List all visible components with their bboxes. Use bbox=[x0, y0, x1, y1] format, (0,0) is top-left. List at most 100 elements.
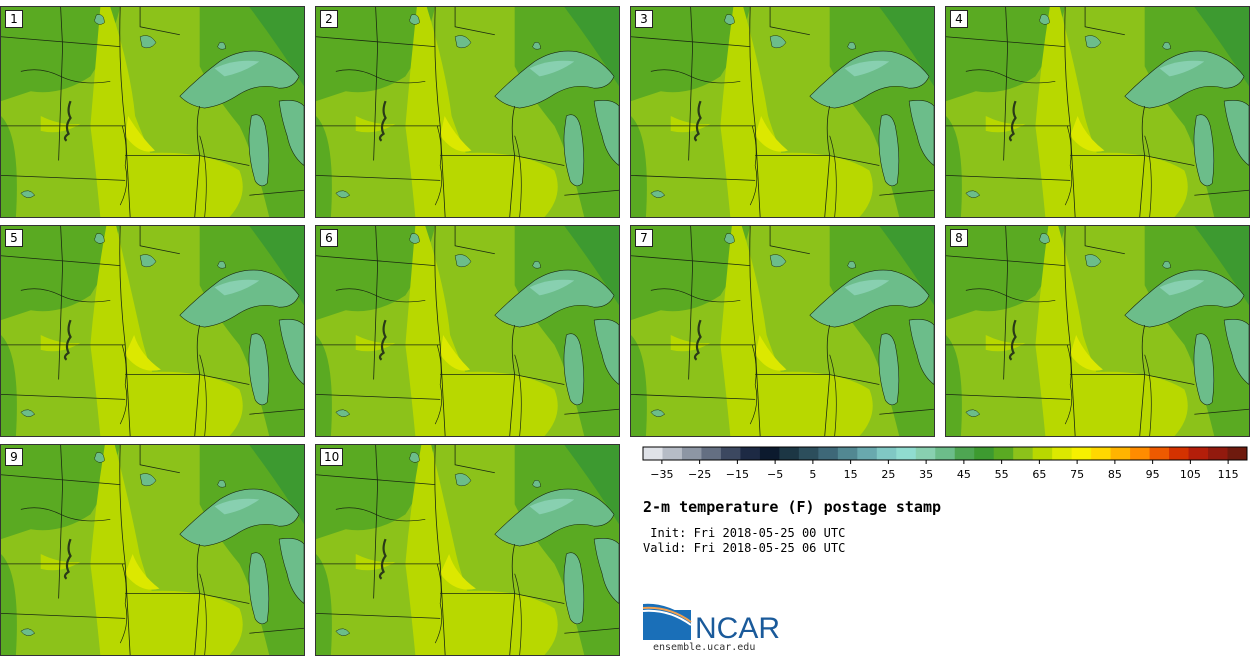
lake-huron bbox=[593, 538, 619, 604]
small-lake bbox=[965, 409, 981, 417]
state-border bbox=[749, 7, 761, 217]
state-border bbox=[1003, 7, 1008, 161]
lake-huron bbox=[1223, 319, 1249, 385]
hot-region bbox=[440, 115, 472, 152]
state-border bbox=[1194, 189, 1249, 196]
lake-superior bbox=[809, 269, 930, 328]
lake-superior bbox=[494, 488, 615, 547]
cool-region bbox=[1, 7, 121, 102]
state-border bbox=[824, 105, 831, 217]
colorbar-swatch bbox=[1188, 447, 1209, 460]
state-border bbox=[824, 324, 831, 436]
small-lake bbox=[532, 42, 541, 50]
small-lake bbox=[94, 14, 105, 25]
state-border bbox=[58, 445, 63, 599]
small-lake bbox=[139, 473, 157, 487]
small-lake bbox=[724, 14, 735, 25]
colorbar: −35 −25 −15 −5 5 15 25 35 45 55 65 75 85 95 105 115 bbox=[642, 446, 1248, 481]
cold-region bbox=[564, 226, 619, 306]
state-border bbox=[631, 255, 751, 267]
state-border bbox=[119, 445, 131, 655]
state-border bbox=[688, 226, 693, 380]
plot-title: 2-m temperature (F) postage stamp bbox=[643, 498, 942, 516]
cool-region bbox=[316, 226, 436, 321]
warm-region bbox=[670, 334, 711, 352]
river bbox=[20, 288, 111, 303]
stamp-number: 4 bbox=[950, 10, 968, 28]
stamp-panel-4: 4 bbox=[945, 6, 1250, 218]
river bbox=[829, 135, 837, 217]
river bbox=[199, 135, 207, 217]
cool-region bbox=[631, 226, 751, 321]
colorbar-tick-label: −35 bbox=[650, 468, 673, 481]
cold-region bbox=[564, 445, 619, 525]
stamp-panel-10: 10 bbox=[315, 444, 620, 656]
colorbar-swatch bbox=[1013, 447, 1034, 460]
stamp-number: 6 bbox=[320, 229, 338, 247]
lake-michigan bbox=[248, 552, 270, 625]
warm-region bbox=[1065, 371, 1188, 436]
colorbar-swatch bbox=[1130, 447, 1151, 460]
state-border bbox=[946, 255, 1066, 267]
river bbox=[20, 507, 111, 522]
warm-region bbox=[985, 115, 1026, 133]
colorbar-swatch bbox=[857, 447, 878, 460]
state-border bbox=[946, 175, 1071, 181]
warm-region bbox=[670, 115, 711, 133]
lake-superior-cold bbox=[214, 498, 260, 515]
state-border bbox=[316, 36, 436, 48]
small-lake bbox=[94, 233, 105, 244]
small-lake bbox=[454, 35, 472, 49]
lake-huron bbox=[1223, 100, 1249, 166]
state-border bbox=[1084, 7, 1125, 36]
warm-region bbox=[40, 334, 81, 352]
cool-region bbox=[316, 115, 332, 217]
small-lake bbox=[20, 628, 36, 636]
state-border bbox=[946, 36, 1066, 48]
river bbox=[650, 288, 741, 303]
stamp-panel-8: 8 bbox=[945, 225, 1250, 437]
small-lake bbox=[335, 628, 351, 636]
small-lake bbox=[217, 42, 226, 50]
lake-superior-cold bbox=[1159, 60, 1205, 77]
lake-superior-cold bbox=[214, 60, 260, 77]
hot-region bbox=[440, 553, 476, 590]
temperature-map bbox=[631, 226, 934, 436]
lake-superior bbox=[494, 269, 615, 328]
small-lake bbox=[650, 409, 666, 417]
cold-region bbox=[249, 226, 304, 306]
stamp-panel-9: 9 bbox=[0, 444, 305, 656]
colorbar-swatch bbox=[1091, 447, 1112, 460]
hot-region bbox=[125, 115, 155, 152]
stamp-number: 5 bbox=[5, 229, 23, 247]
colorbar-tick-label: 35 bbox=[919, 468, 933, 481]
state-border bbox=[879, 189, 934, 196]
colorbar-tick-label: −25 bbox=[688, 468, 711, 481]
colorbar-swatch bbox=[993, 447, 1014, 460]
warm-region bbox=[720, 226, 810, 436]
state-border bbox=[1139, 324, 1146, 436]
state-border bbox=[1194, 408, 1249, 415]
state-border bbox=[1, 474, 121, 486]
cold-region bbox=[249, 7, 304, 87]
hot-region bbox=[1070, 334, 1103, 371]
small-lake bbox=[20, 190, 36, 198]
small-lake bbox=[1084, 35, 1102, 49]
warm-region bbox=[120, 590, 243, 655]
lake-superior bbox=[809, 50, 930, 109]
hot-region bbox=[440, 334, 470, 371]
cool-region bbox=[316, 7, 436, 102]
small-lake bbox=[847, 42, 856, 50]
state-border bbox=[194, 324, 201, 436]
small-lake bbox=[650, 190, 666, 198]
stamp-number: 9 bbox=[5, 448, 23, 466]
warm-region bbox=[40, 553, 81, 571]
stamp-panel-7: 7 bbox=[630, 225, 935, 437]
lake-michigan bbox=[878, 333, 900, 406]
hot-region bbox=[755, 334, 787, 371]
colorbar-swatch bbox=[818, 447, 839, 460]
river bbox=[749, 125, 758, 206]
state-border bbox=[249, 408, 304, 415]
colorbar-tick-label: 15 bbox=[844, 468, 858, 481]
state-border bbox=[509, 543, 516, 655]
